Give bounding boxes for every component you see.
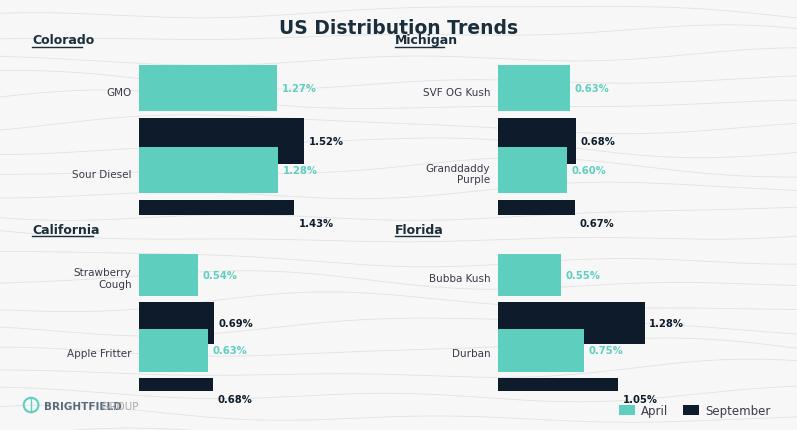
Bar	[139, 66, 277, 112]
Text: 1.05%: 1.05%	[623, 394, 658, 404]
Text: 1.52%: 1.52%	[308, 136, 344, 147]
Bar	[498, 254, 561, 297]
Text: Colorado: Colorado	[32, 34, 94, 47]
Bar	[498, 378, 618, 420]
Text: 0.68%: 0.68%	[218, 394, 253, 404]
Text: US Distribution Trends: US Distribution Trends	[279, 19, 518, 38]
Text: 0.75%: 0.75%	[588, 346, 623, 356]
Text: BRIGHTFIELD: BRIGHTFIELD	[44, 401, 122, 412]
Text: 0.68%: 0.68%	[580, 136, 615, 147]
Text: Florida: Florida	[395, 224, 443, 236]
Text: 0.63%: 0.63%	[575, 84, 610, 94]
Bar	[139, 200, 294, 246]
Text: GMO: GMO	[106, 87, 132, 98]
Text: 0.63%: 0.63%	[212, 346, 247, 356]
Text: Michigan: Michigan	[395, 34, 457, 47]
Text: Durban: Durban	[452, 349, 490, 359]
Text: 0.60%: 0.60%	[571, 166, 606, 176]
Text: 0.69%: 0.69%	[218, 319, 253, 329]
Text: 1.28%: 1.28%	[283, 166, 318, 176]
Bar	[139, 119, 304, 164]
Bar	[498, 119, 576, 164]
Text: 1.28%: 1.28%	[650, 319, 684, 329]
Bar	[498, 329, 584, 372]
Text: 0.54%: 0.54%	[202, 270, 238, 280]
Text: California: California	[32, 224, 100, 236]
Text: SVF OG Kush: SVF OG Kush	[422, 87, 490, 98]
Legend: April, September: April, September	[614, 399, 775, 422]
Text: 1.43%: 1.43%	[299, 218, 334, 228]
Text: GROUP: GROUP	[98, 401, 139, 412]
Text: 0.67%: 0.67%	[579, 218, 614, 228]
Bar	[498, 303, 645, 345]
Text: Bubba Kush: Bubba Kush	[429, 273, 490, 283]
Bar	[139, 254, 198, 297]
Text: Granddaddy
Purple: Granddaddy Purple	[426, 163, 490, 185]
Text: 1.27%: 1.27%	[281, 84, 316, 94]
Bar	[498, 148, 567, 194]
Text: 0.55%: 0.55%	[566, 270, 600, 280]
Text: Apple Fritter: Apple Fritter	[67, 349, 132, 359]
Bar	[139, 378, 213, 420]
Bar	[139, 148, 278, 194]
Bar	[139, 329, 208, 372]
Text: Strawberry
Cough: Strawberry Cough	[74, 267, 132, 289]
Bar	[498, 66, 570, 112]
Text: Sour Diesel: Sour Diesel	[72, 169, 132, 179]
Bar	[139, 303, 214, 345]
Bar	[498, 200, 575, 246]
